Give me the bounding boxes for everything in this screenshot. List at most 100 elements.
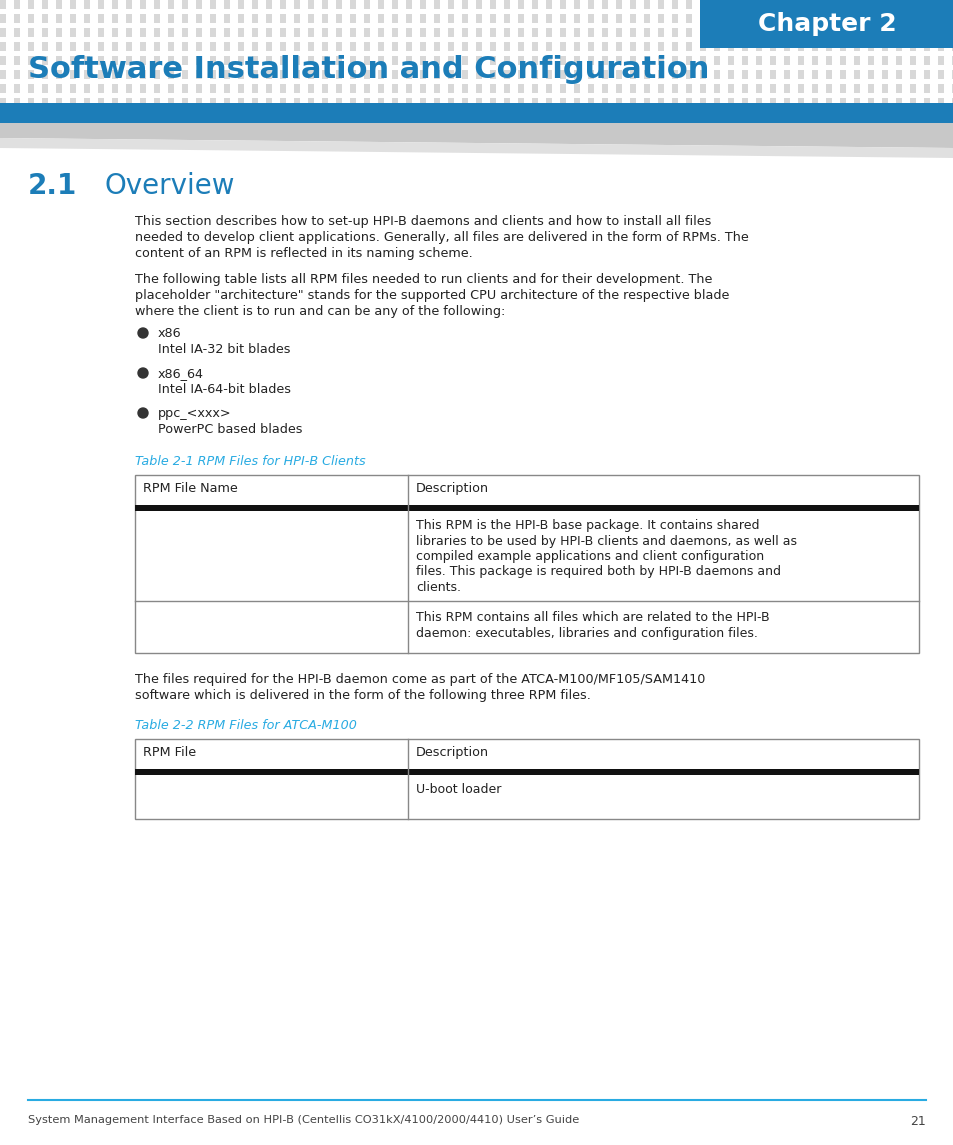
Bar <box>476 112 481 121</box>
Bar <box>545 42 552 52</box>
Bar <box>153 0 160 9</box>
Bar <box>252 70 257 79</box>
Bar <box>545 84 552 93</box>
Bar <box>195 84 202 93</box>
Bar <box>951 70 953 79</box>
Bar <box>923 42 929 52</box>
Bar <box>14 112 20 121</box>
Bar <box>727 0 733 9</box>
Bar <box>490 14 496 23</box>
Bar <box>895 98 901 106</box>
Bar <box>140 14 146 23</box>
Bar <box>503 0 510 9</box>
Bar <box>126 70 132 79</box>
Bar <box>909 84 915 93</box>
Bar <box>476 56 481 65</box>
Bar <box>419 84 426 93</box>
Bar <box>308 56 314 65</box>
Bar <box>364 56 370 65</box>
Bar <box>532 70 537 79</box>
Bar <box>280 98 286 106</box>
Bar <box>42 27 48 37</box>
Bar <box>490 84 496 93</box>
Bar <box>825 112 831 121</box>
Bar <box>755 70 761 79</box>
Bar <box>811 70 817 79</box>
Bar <box>377 84 384 93</box>
Bar <box>135 739 918 819</box>
Bar <box>335 0 341 9</box>
Bar <box>70 14 76 23</box>
Bar <box>658 112 663 121</box>
Bar <box>140 112 146 121</box>
Bar <box>685 56 691 65</box>
Bar <box>126 14 132 23</box>
Bar <box>476 27 481 37</box>
Bar <box>629 0 636 9</box>
Bar <box>419 70 426 79</box>
Bar <box>937 42 943 52</box>
Bar <box>559 70 565 79</box>
Bar <box>574 70 579 79</box>
Bar <box>587 84 594 93</box>
Bar <box>601 42 607 52</box>
Bar <box>350 98 355 106</box>
Bar <box>643 0 649 9</box>
Bar <box>350 0 355 9</box>
Bar <box>448 14 454 23</box>
Bar <box>237 112 244 121</box>
Bar <box>294 56 299 65</box>
Bar <box>937 98 943 106</box>
Bar <box>237 42 244 52</box>
Bar <box>153 56 160 65</box>
Text: software which is delivered in the form of the following three RPM files.: software which is delivered in the form … <box>135 689 590 702</box>
Bar <box>741 98 747 106</box>
Bar <box>882 0 887 9</box>
Text: Intel IA-32 bit blades: Intel IA-32 bit blades <box>158 344 291 356</box>
Bar <box>434 56 439 65</box>
Bar <box>769 112 775 121</box>
Bar <box>895 42 901 52</box>
Bar <box>532 27 537 37</box>
Bar <box>517 98 523 106</box>
Bar <box>853 0 859 9</box>
Bar <box>882 112 887 121</box>
Bar <box>783 56 789 65</box>
Bar <box>392 84 397 93</box>
Bar <box>224 84 230 93</box>
Bar <box>280 84 286 93</box>
Bar <box>42 70 48 79</box>
Bar <box>840 98 845 106</box>
Bar <box>28 14 34 23</box>
Bar <box>70 70 76 79</box>
Bar <box>14 98 20 106</box>
Bar <box>769 98 775 106</box>
Bar <box>882 56 887 65</box>
Bar <box>532 42 537 52</box>
Bar <box>335 70 341 79</box>
Bar <box>532 0 537 9</box>
Bar <box>797 112 803 121</box>
Bar <box>923 56 929 65</box>
Bar <box>335 112 341 121</box>
Bar <box>853 70 859 79</box>
Bar <box>797 70 803 79</box>
Bar <box>517 14 523 23</box>
Bar <box>700 42 705 52</box>
Bar <box>461 27 468 37</box>
Bar <box>685 70 691 79</box>
Bar <box>490 56 496 65</box>
Bar <box>951 84 953 93</box>
Bar <box>685 0 691 9</box>
Bar <box>923 84 929 93</box>
Bar <box>392 112 397 121</box>
Bar <box>517 56 523 65</box>
Text: This RPM is the HPI-B base package. It contains shared: This RPM is the HPI-B base package. It c… <box>416 519 759 532</box>
Bar <box>587 27 594 37</box>
Bar <box>252 56 257 65</box>
Text: x86_64: x86_64 <box>158 368 204 380</box>
Bar <box>700 14 705 23</box>
Bar <box>923 0 929 9</box>
Bar <box>783 70 789 79</box>
Bar <box>616 0 621 9</box>
